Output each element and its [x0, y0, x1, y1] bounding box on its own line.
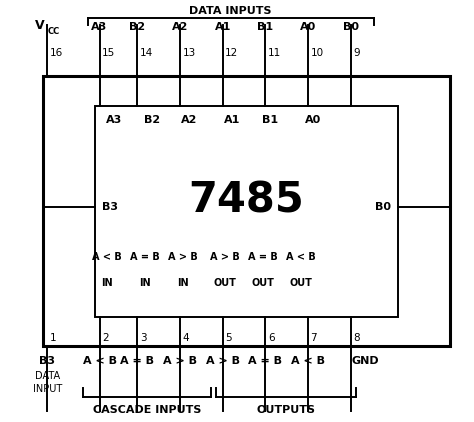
Text: A2: A2 — [172, 22, 188, 32]
Text: B1: B1 — [257, 22, 273, 32]
Text: A3: A3 — [91, 22, 108, 32]
Text: 7485: 7485 — [189, 179, 304, 222]
Text: 14: 14 — [140, 48, 153, 58]
Text: OUT: OUT — [214, 278, 237, 288]
Text: 15: 15 — [102, 48, 115, 58]
Text: INPUT: INPUT — [33, 384, 62, 394]
Text: A > B: A > B — [163, 356, 197, 366]
Text: 12: 12 — [225, 48, 238, 58]
Text: 9: 9 — [353, 48, 360, 58]
Text: DATA INPUTS: DATA INPUTS — [189, 6, 271, 16]
Text: 13: 13 — [182, 48, 196, 58]
Text: B3: B3 — [102, 202, 118, 212]
Text: B0: B0 — [375, 202, 391, 212]
Text: A1: A1 — [224, 115, 240, 125]
Text: 7: 7 — [310, 333, 317, 343]
Text: B0: B0 — [343, 22, 359, 32]
Text: A = B: A = B — [248, 252, 278, 262]
Text: A > B: A > B — [206, 356, 240, 366]
Text: A = B: A = B — [130, 252, 159, 262]
Text: A3: A3 — [106, 115, 122, 125]
Text: 16: 16 — [50, 48, 63, 58]
Text: V: V — [36, 19, 45, 32]
Text: A > B: A > B — [210, 252, 240, 262]
Text: 5: 5 — [225, 333, 232, 343]
Text: A < B: A < B — [286, 252, 316, 262]
Text: A < B: A < B — [92, 252, 121, 262]
Text: A < B: A < B — [291, 356, 325, 366]
Text: B3: B3 — [39, 356, 55, 366]
Text: IN: IN — [101, 278, 112, 288]
Text: GND: GND — [351, 356, 379, 366]
Text: 3: 3 — [140, 333, 146, 343]
Text: OUT: OUT — [252, 278, 274, 288]
Text: 8: 8 — [353, 333, 360, 343]
Text: IN: IN — [177, 278, 188, 288]
Text: 4: 4 — [182, 333, 189, 343]
Text: OUT: OUT — [290, 278, 312, 288]
Bar — [95, 106, 398, 316]
Text: A0: A0 — [305, 115, 321, 125]
Text: 11: 11 — [268, 48, 281, 58]
Text: A = B: A = B — [120, 356, 155, 366]
Text: CASCADE INPUTS: CASCADE INPUTS — [93, 405, 201, 415]
Text: 6: 6 — [268, 333, 274, 343]
Bar — [43, 76, 450, 346]
Text: CC: CC — [47, 27, 60, 36]
Text: OUTPUTS: OUTPUTS — [256, 405, 315, 415]
Text: B2: B2 — [129, 22, 146, 32]
Text: A0: A0 — [300, 22, 316, 32]
Text: B2: B2 — [144, 115, 160, 125]
Text: A > B: A > B — [168, 252, 197, 262]
Text: 2: 2 — [102, 333, 109, 343]
Text: 1: 1 — [50, 333, 56, 343]
Text: DATA: DATA — [35, 371, 60, 381]
Text: IN: IN — [139, 278, 150, 288]
Text: B1: B1 — [262, 115, 278, 125]
Text: A1: A1 — [215, 22, 231, 32]
Text: A < B: A < B — [82, 356, 117, 366]
Text: A = B: A = B — [248, 356, 283, 366]
Text: A2: A2 — [182, 115, 198, 125]
Text: 10: 10 — [310, 48, 324, 58]
